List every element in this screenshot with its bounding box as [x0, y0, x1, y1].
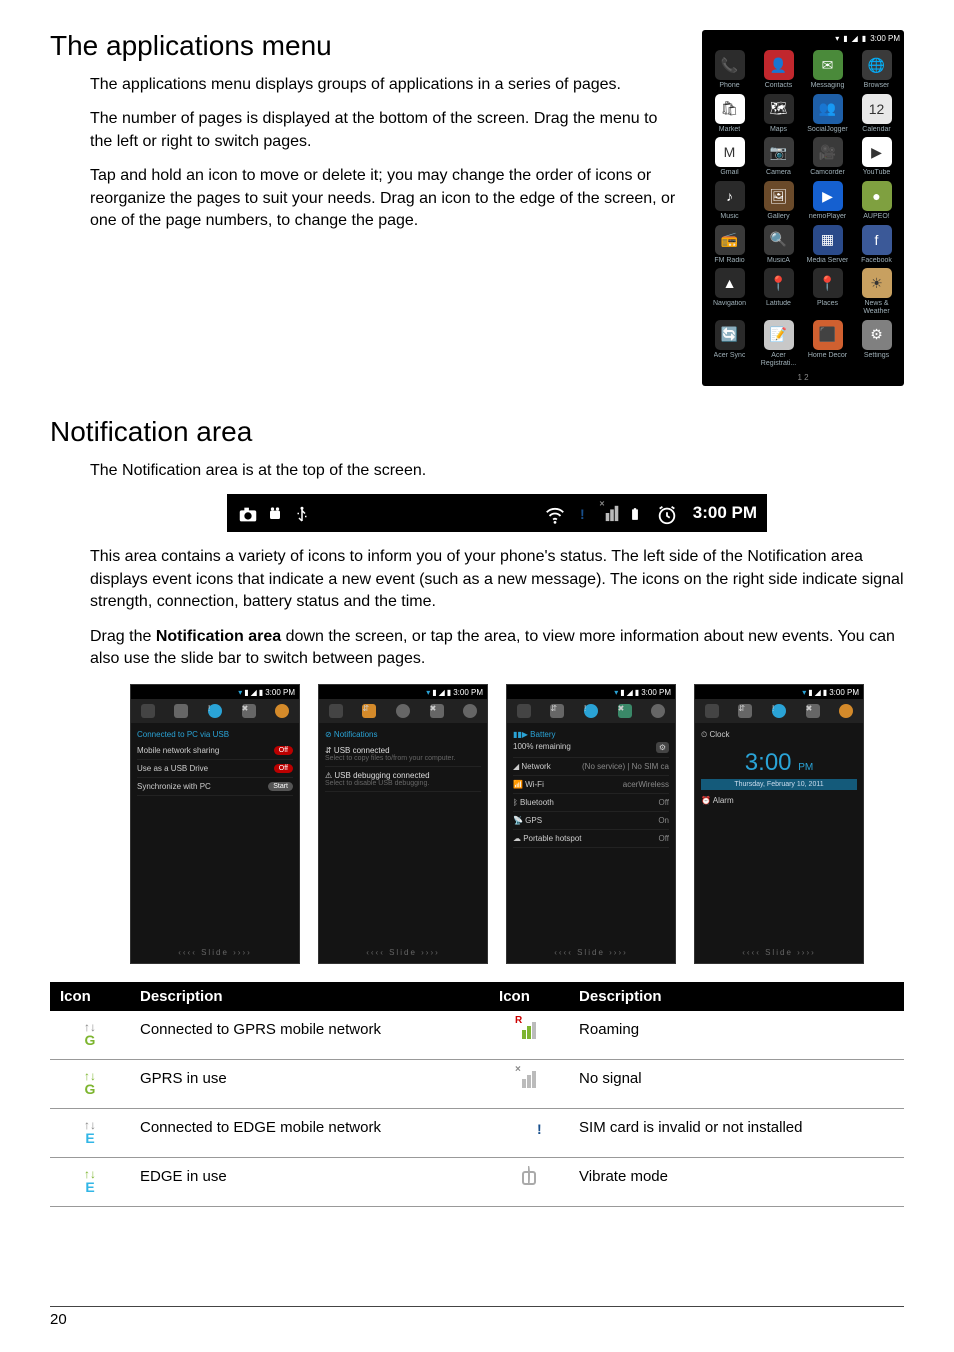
status-icon-table: Icon Description Icon Description ↑↓G Co…: [50, 982, 904, 1207]
page-number: 20: [50, 1311, 67, 1328]
app-home-decor: ⬛Home Decor: [804, 320, 851, 367]
gprs-connected-desc: Connected to GPRS mobile network: [130, 1011, 489, 1060]
roaming-desc: Roaming: [569, 1011, 904, 1060]
sim-invalid-desc: SIM card is invalid or not installed: [569, 1109, 904, 1158]
app-aupeo-: ●AUPEO!: [853, 181, 900, 221]
page-footer: 20: [50, 1306, 904, 1328]
alarm-icon: [656, 504, 678, 522]
notification-heading: Notification area: [50, 416, 904, 448]
android-icon: [265, 504, 283, 522]
sim-alert-icon: [572, 504, 590, 522]
statusbar-time: 3:00 PM: [688, 503, 757, 523]
no-signal-icon: ×: [489, 1060, 569, 1109]
notification-p1: The Notification area is at the top of t…: [90, 460, 904, 482]
app-contacts: 👤Contacts: [755, 50, 802, 90]
th-icon-2: Icon: [489, 982, 569, 1011]
app-facebook: fFacebook: [853, 225, 900, 265]
app-camera: 📷Camera: [755, 137, 802, 177]
camera-icon: [237, 504, 255, 522]
gprs-connected-icon: ↑↓G: [50, 1011, 130, 1060]
app-acer-sync: 🔄Acer Sync: [706, 320, 753, 367]
no-signal-desc: No signal: [569, 1060, 904, 1109]
app-market: 🛍Market: [706, 94, 753, 134]
th-desc-1: Description: [130, 982, 489, 1011]
apps-menu-screenshot: ▾▮◢▮3:00 PM 📞Phone👤Contacts✉Messaging🌐Br…: [702, 30, 904, 386]
vibrate-desc: Vibrate mode: [569, 1158, 904, 1207]
gprs-inuse-desc: GPRS in use: [130, 1060, 489, 1109]
app-phone: 📞Phone: [706, 50, 753, 90]
app-fm-radio: 📻FM Radio: [706, 225, 753, 265]
usb-icon: [293, 504, 311, 522]
th-icon-1: Icon: [50, 982, 130, 1011]
notification-bar-figure: × 3:00 PM: [227, 494, 767, 532]
vibrate-icon: [489, 1158, 569, 1207]
app-youtube: ▶YouTube: [853, 137, 900, 177]
th-desc-2: Description: [569, 982, 904, 1011]
app-music: ♪Music: [706, 181, 753, 221]
app-browser: 🌐Browser: [853, 50, 900, 90]
app-messaging: ✉Messaging: [804, 50, 851, 90]
notification-p3: Drag the Notification area down the scre…: [90, 626, 904, 671]
wifi-icon: [544, 504, 562, 522]
app-places: 📍Places: [804, 268, 851, 315]
panel-battery: ▾▮◢▮3:00 PM ⇵!✖ ▮▮▶ Battery 100% remaini…: [506, 684, 676, 964]
app-news-weather: ☀News & Weather: [853, 268, 900, 315]
battery-icon: [628, 504, 646, 522]
edge-connected-desc: Connected to EDGE mobile network: [130, 1109, 489, 1158]
notification-p2: This area contains a variety of icons to…: [90, 546, 904, 613]
app-musica: 🔍MusicA: [755, 225, 802, 265]
panel-notifications: ▾▮◢▮3:00 PM ⇵✖ ⊘ Notifications ⇵ USB con…: [318, 684, 488, 964]
app-nemoplayer: ▶nemoPlayer: [804, 181, 851, 221]
app-latitude: 📍Latitude: [755, 268, 802, 315]
edge-inuse-icon: ↑↓E: [50, 1158, 130, 1207]
app-gmail: MGmail: [706, 137, 753, 177]
app-calendar: 12Calendar: [853, 94, 900, 134]
gprs-inuse-icon: ↑↓G: [50, 1060, 130, 1109]
app-maps: 🗺Maps: [755, 94, 802, 134]
edge-inuse-desc: EDGE in use: [130, 1158, 489, 1207]
notification-panels-figure: ▾▮◢▮3:00 PM !✖ Connected to PC via USB M…: [90, 684, 904, 964]
app-navigation: ▲Navigation: [706, 268, 753, 315]
edge-connected-icon: ↑↓E: [50, 1109, 130, 1158]
app-camcorder: 🎥Camcorder: [804, 137, 851, 177]
panel-clock: ▾▮◢▮3:00 PM ⇵!✖ ⏲ Clock 3:00 PM Thursday…: [694, 684, 864, 964]
panel-usb: ▾▮◢▮3:00 PM !✖ Connected to PC via USB M…: [130, 684, 300, 964]
app-media-server: ▦Media Server: [804, 225, 851, 265]
signal-icon: ×: [600, 504, 618, 522]
app-settings: ⚙Settings: [853, 320, 900, 367]
sim-invalid-icon: [489, 1109, 569, 1158]
roaming-icon: R: [489, 1011, 569, 1060]
app-acer-registrati-: 📝Acer Registrati...: [755, 320, 802, 367]
app-gallery: 🖼Gallery: [755, 181, 802, 221]
app-socialjogger: 👥SocialJogger: [804, 94, 851, 134]
